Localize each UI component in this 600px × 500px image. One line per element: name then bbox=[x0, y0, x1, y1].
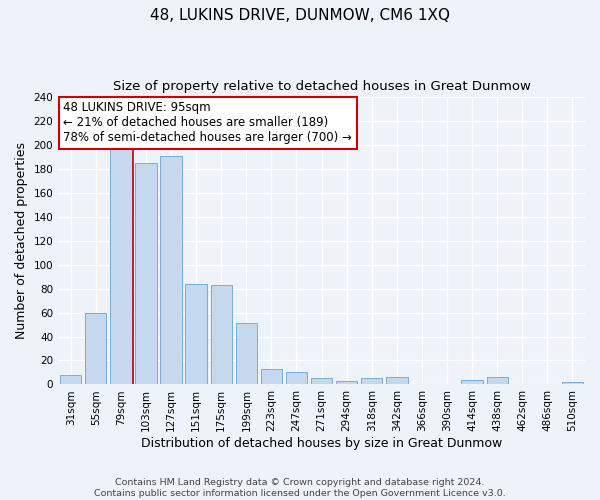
Bar bbox=[261, 369, 282, 384]
Bar bbox=[136, 163, 157, 384]
Bar bbox=[60, 375, 82, 384]
Text: 48, LUKINS DRIVE, DUNMOW, CM6 1XQ: 48, LUKINS DRIVE, DUNMOW, CM6 1XQ bbox=[150, 8, 450, 22]
Bar bbox=[185, 284, 207, 384]
Bar bbox=[386, 378, 407, 384]
Bar bbox=[286, 372, 307, 384]
Bar bbox=[562, 382, 583, 384]
Bar bbox=[160, 156, 182, 384]
X-axis label: Distribution of detached houses by size in Great Dunmow: Distribution of detached houses by size … bbox=[141, 437, 502, 450]
Bar bbox=[236, 324, 257, 384]
Bar bbox=[361, 378, 382, 384]
Text: 48 LUKINS DRIVE: 95sqm
← 21% of detached houses are smaller (189)
78% of semi-de: 48 LUKINS DRIVE: 95sqm ← 21% of detached… bbox=[64, 102, 352, 144]
Bar bbox=[211, 285, 232, 384]
Text: Contains HM Land Registry data © Crown copyright and database right 2024.
Contai: Contains HM Land Registry data © Crown c… bbox=[94, 478, 506, 498]
Bar bbox=[487, 378, 508, 384]
Bar bbox=[336, 381, 358, 384]
Bar bbox=[461, 380, 483, 384]
Bar bbox=[110, 144, 131, 384]
Y-axis label: Number of detached properties: Number of detached properties bbox=[15, 142, 28, 339]
Bar bbox=[85, 312, 106, 384]
Bar bbox=[311, 378, 332, 384]
Title: Size of property relative to detached houses in Great Dunmow: Size of property relative to detached ho… bbox=[113, 80, 530, 93]
